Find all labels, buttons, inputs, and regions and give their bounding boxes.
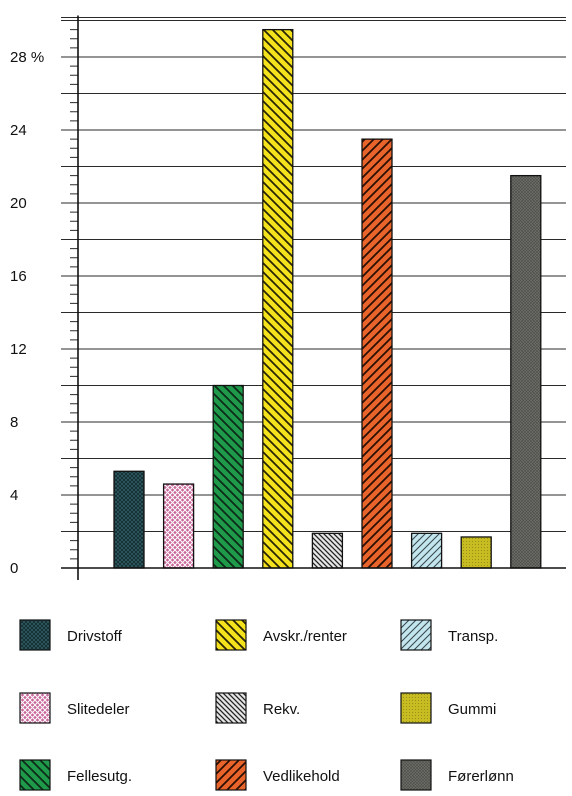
legend-swatch-avskr-renter bbox=[215, 619, 247, 651]
bar-avskr-renter bbox=[262, 28, 294, 569]
y-axis-ticks bbox=[61, 20, 78, 569]
y-tick-label: 8 bbox=[10, 414, 18, 431]
legend-swatch-transp bbox=[400, 619, 432, 651]
axes bbox=[61, 15, 566, 580]
legend-label-gummi: Gummi bbox=[448, 701, 496, 718]
bar-forerlonn bbox=[510, 174, 542, 569]
legend-swatch-rekv bbox=[215, 692, 247, 724]
y-tick-label: 28 % bbox=[10, 49, 44, 66]
legend-swatch-gummi bbox=[400, 692, 432, 724]
bar-drivstoff bbox=[113, 470, 145, 569]
legend-label-rekv: Rekv. bbox=[263, 701, 300, 718]
legend-label-avskr-renter: Avskr./renter bbox=[263, 628, 347, 645]
bars bbox=[113, 28, 542, 569]
y-tick-label: 20 bbox=[10, 195, 27, 212]
legend-label-forerlonn: Førerlønn bbox=[448, 768, 514, 785]
y-tick-label: 16 bbox=[10, 268, 27, 285]
legend-swatch-drivstoff bbox=[19, 619, 51, 651]
legend-swatch-slitedeler bbox=[19, 692, 51, 724]
bar-gummi bbox=[460, 536, 492, 569]
legend-label-fellesutg: Fellesutg. bbox=[67, 768, 132, 785]
y-tick-label: 12 bbox=[10, 341, 27, 358]
y-tick-label: 24 bbox=[10, 122, 27, 139]
bar-vedlikehold bbox=[361, 138, 393, 569]
legend-swatch-fellesutg bbox=[19, 759, 51, 791]
legend: Drivstoff Avskr./renter Transp. Slitedeler R… bbox=[19, 619, 514, 791]
legend-label-vedlikehold: Vedlikehold bbox=[263, 768, 340, 785]
y-tick-label: 4 bbox=[10, 487, 18, 504]
legend-swatch-forerlonn bbox=[400, 759, 432, 791]
bar-fellesutg bbox=[212, 384, 244, 569]
bar-transp bbox=[410, 532, 443, 569]
legend-label-drivstoff: Drivstoff bbox=[67, 628, 123, 645]
legend-label-transp: Transp. bbox=[448, 628, 498, 645]
legend-swatch-vedlikehold bbox=[215, 759, 247, 791]
y-axis-tick-labels: 0 4 8 12 16 20 24 28 % bbox=[10, 49, 44, 577]
y-tick-label: 0 bbox=[10, 560, 18, 577]
bar-slitedeler bbox=[162, 483, 195, 569]
legend-label-slitedeler: Slitedeler bbox=[67, 701, 130, 718]
gridlines bbox=[61, 17, 566, 532]
bar-rekv bbox=[311, 532, 344, 569]
